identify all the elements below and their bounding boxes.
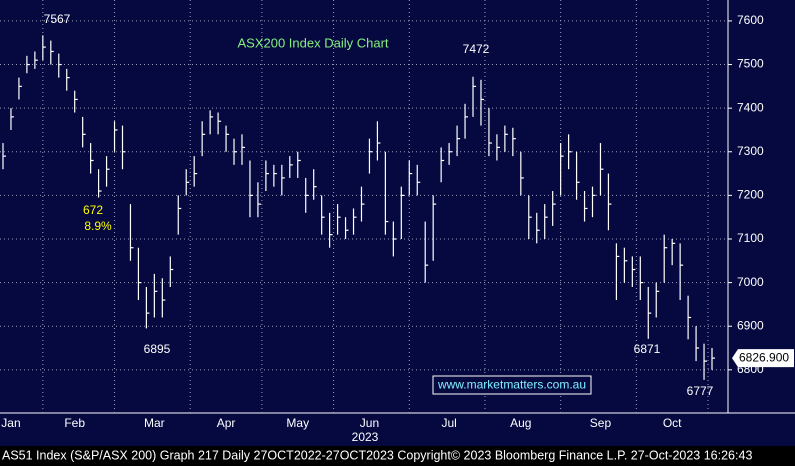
- y-tick-label: 7300: [737, 144, 764, 158]
- footer-bar: [0, 446, 795, 466]
- y-tick-label: 6900: [737, 318, 764, 332]
- x-tick-label: Sep: [590, 416, 612, 430]
- annotation: 6871: [634, 342, 661, 356]
- x-tick-label: May: [286, 416, 309, 430]
- y-tick-label: 7500: [737, 57, 764, 71]
- watermark-box: [432, 375, 592, 395]
- x-tick-label: Oct: [663, 416, 682, 430]
- x-tick-label: Jun: [360, 416, 379, 430]
- annotation: 672: [83, 203, 103, 217]
- y-tick-label: 7600: [737, 13, 764, 27]
- x-tick-label: Jan: [1, 416, 20, 430]
- annotation: 7472: [463, 42, 490, 56]
- chart-title: ASX200 Index Daily Chart: [237, 35, 388, 50]
- watermark: www.marketmatters.com.au: [437, 378, 586, 392]
- footer: AS51 Index (S&P/ASX 200) Graph 217 Daily…: [2, 448, 752, 462]
- y-tick-label: 7200: [737, 188, 764, 202]
- annotation: 7567: [44, 12, 71, 26]
- last-value-box: [732, 349, 794, 368]
- y-tick-label: 7100: [737, 231, 764, 245]
- y-tick-label: 7400: [737, 100, 764, 114]
- x-tick-label: Feb: [64, 416, 85, 430]
- year-label: 2023: [352, 430, 379, 444]
- x-tick-label: Jul: [441, 416, 456, 430]
- x-tick-label: Aug: [510, 416, 531, 430]
- background: [0, 0, 795, 446]
- x-tick-label: Mar: [144, 416, 165, 430]
- annotation: 6895: [144, 342, 171, 356]
- annotation: 6777: [687, 384, 714, 398]
- x-tick-label: Apr: [217, 416, 236, 430]
- annotation: 8.9%: [84, 219, 112, 233]
- last-value-label: 6826.900: [739, 350, 789, 364]
- y-tick-label: 7000: [737, 275, 764, 289]
